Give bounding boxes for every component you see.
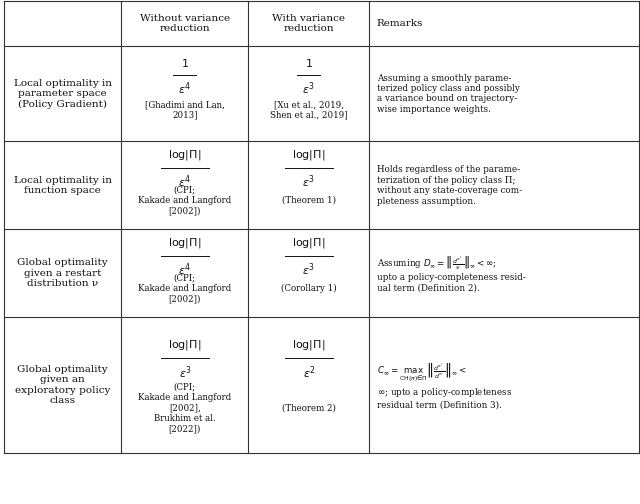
Text: Global optimality
given a restart
distribution ν: Global optimality given a restart distri… — [17, 259, 108, 288]
Text: Assuming $D_\infty = \left\|\frac{d^{\pi^*}}{\nu}\right\|_\infty < \infty$;
upto: Assuming $D_\infty = \left\|\frac{d^{\pi… — [377, 254, 525, 293]
Text: Local optimality in
parameter space
(Policy Gradient): Local optimality in parameter space (Pol… — [13, 79, 111, 109]
Text: $1$: $1$ — [181, 56, 189, 69]
Text: $\log |\Pi|$: $\log |\Pi|$ — [168, 236, 202, 250]
Text: $\varepsilon^3$: $\varepsilon^3$ — [303, 174, 316, 191]
Text: $\log |\Pi|$: $\log |\Pi|$ — [168, 148, 202, 162]
Text: Holds regardless of the parame-
terization of the policy class Π;
without any st: Holds regardless of the parame- terizati… — [377, 165, 522, 206]
Text: $\varepsilon^4$: $\varepsilon^4$ — [179, 81, 191, 97]
Text: Global optimality
given an
exploratory policy
class: Global optimality given an exploratory p… — [15, 365, 110, 405]
Text: $\varepsilon^4$: $\varepsilon^4$ — [179, 174, 191, 191]
Text: $1$: $1$ — [305, 56, 313, 69]
Text: $\varepsilon^3$: $\varepsilon^3$ — [179, 364, 191, 381]
Text: Without variance
reduction: Without variance reduction — [140, 14, 230, 33]
Text: (CPI;
Kakade and Langford
[2002]): (CPI; Kakade and Langford [2002]) — [138, 185, 232, 215]
Text: Remarks: Remarks — [377, 19, 423, 28]
Text: $C_\infty = \max_{\mathrm{CH}(\pi)\in\Pi} \left\|\frac{d^{\pi^*}}{d^{\pi}}\right: $C_\infty = \max_{\mathrm{CH}(\pi)\in\Pi… — [377, 361, 512, 409]
Text: $\log |\Pi|$: $\log |\Pi|$ — [168, 338, 202, 352]
Text: With variance
reduction: With variance reduction — [273, 14, 346, 33]
Text: $\varepsilon^3$: $\varepsilon^3$ — [303, 81, 316, 97]
Text: $\log |\Pi|$: $\log |\Pi|$ — [292, 148, 326, 162]
Text: Local optimality in
function space: Local optimality in function space — [13, 176, 111, 195]
Text: $\log |\Pi|$: $\log |\Pi|$ — [292, 236, 326, 250]
Text: $\log |\Pi|$: $\log |\Pi|$ — [292, 338, 326, 352]
Text: $\varepsilon^4$: $\varepsilon^4$ — [179, 262, 191, 278]
Text: $\varepsilon^2$: $\varepsilon^2$ — [303, 364, 315, 381]
Text: [Ghadimi and Lan,
2013]: [Ghadimi and Lan, 2013] — [145, 100, 225, 119]
Text: [Xu et al., 2019,
Shen et al., 2019]: [Xu et al., 2019, Shen et al., 2019] — [270, 100, 348, 119]
Text: (Theorem 1): (Theorem 1) — [282, 196, 336, 205]
Text: (CPI;
Kakade and Langford
[2002],
Brukhim et al.
[2022]): (CPI; Kakade and Langford [2002], Brukhi… — [138, 383, 232, 433]
Text: (Corollary 1): (Corollary 1) — [281, 284, 337, 293]
Text: Assuming a smoothly parame-
terized policy class and possibly
a variance bound o: Assuming a smoothly parame- terized poli… — [377, 74, 520, 114]
Text: $\varepsilon^3$: $\varepsilon^3$ — [303, 262, 316, 278]
Text: (Theorem 2): (Theorem 2) — [282, 404, 336, 413]
Text: (CPI;
Kakade and Langford
[2002]): (CPI; Kakade and Langford [2002]) — [138, 273, 232, 303]
